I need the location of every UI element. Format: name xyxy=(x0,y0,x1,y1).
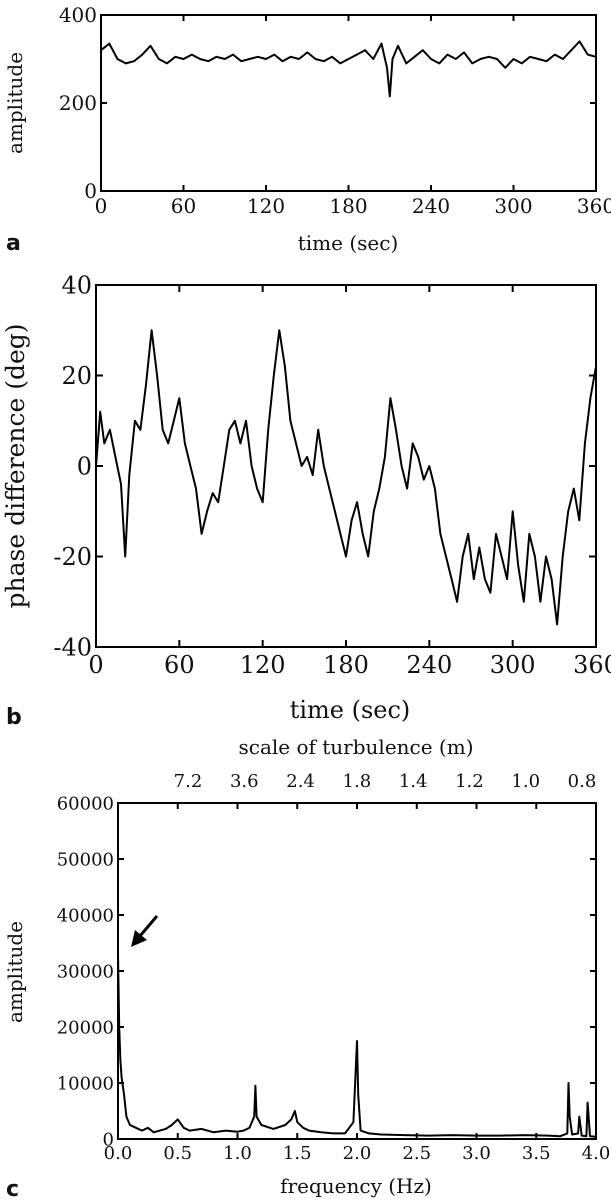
panel-b-x-tick-label: 120 xyxy=(240,651,286,679)
panel-c-arrow-head xyxy=(131,930,147,947)
panel-b-y-tick-label: 20 xyxy=(61,362,92,390)
panel-c-letter: c xyxy=(6,1177,19,1201)
panel-c-y-tick-label: 10000 xyxy=(57,1073,114,1094)
panel-b-x-tick-label: 360 xyxy=(573,651,611,679)
panel-c-arrow-shaft xyxy=(138,915,159,937)
panel-a-plot-frame xyxy=(100,14,597,192)
panel-c-marks: 0.0 0.5 1.0 1.5 2.0 2.5 3.0 3.5 4.0 0 10000 20000 30… xyxy=(57,771,611,1164)
panel-c-top-tick-label: 7.2 xyxy=(174,771,203,792)
panel-b-x-tick-label: 60 xyxy=(164,651,195,679)
panel-c-x-tick-label: 0.0 xyxy=(104,1143,133,1164)
panel-c-top-tick-label: 1.2 xyxy=(455,771,484,792)
panel-c-top-tick-label: 1.4 xyxy=(399,771,428,792)
panel-b-xlabel: time (sec) xyxy=(290,696,411,724)
panel-c-y-tick-label: 30000 xyxy=(57,961,114,982)
panel-a-x-tick-label: 180 xyxy=(329,194,367,218)
panel-a-x-tick-label: 360 xyxy=(577,194,611,218)
panel-c-y-tick-label: 50000 xyxy=(57,849,114,870)
panel-c-series-line xyxy=(117,954,597,1138)
panel-c-xlabel: frequency (Hz) xyxy=(280,1174,432,1198)
panel-b-y-tick-label: 0 xyxy=(77,452,92,480)
panel-c-x-tick-label: 1.0 xyxy=(223,1143,252,1164)
panel-a-y-tick-label: 0 xyxy=(84,179,97,203)
panel-c-y-tick-label: 40000 xyxy=(57,905,114,926)
panel-c-top-tick-label: 2.4 xyxy=(286,771,315,792)
panel-c-x-tick-label: 3.5 xyxy=(522,1143,551,1164)
panel-a-x-tick-label: 240 xyxy=(412,194,450,218)
panel-c-x-tick-label: 1.5 xyxy=(283,1143,312,1164)
panel-a-letter: a xyxy=(6,231,21,256)
panel-b-x-tick-label: 240 xyxy=(406,651,452,679)
panel-c-y-tick-label: 0 xyxy=(103,1129,114,1150)
panel-a-x-tick-label: 0 xyxy=(95,194,108,218)
panel-a-x-tick-label: 60 xyxy=(171,194,196,218)
panel-a-y-tick-label: 200 xyxy=(59,91,97,115)
panel-b-x-tick-label: 180 xyxy=(323,651,369,679)
panel-a-marks: 0 60 120 180 240 300 360 0 200 400 xyxy=(59,3,611,218)
panel-b-x-tick-label: 300 xyxy=(490,651,536,679)
panel-c-x-tick-label: 0.5 xyxy=(163,1143,192,1164)
panel-c-x-tick-label: 2.5 xyxy=(402,1143,431,1164)
panel-c-x-tick-label: 2.0 xyxy=(343,1143,372,1164)
panel-b: phase difference (deg) time (sec) b 0 60 1… xyxy=(1,271,611,730)
panel-c: scale of turbulence (m) amplitude freque… xyxy=(3,735,610,1201)
panel-c-plot-frame xyxy=(117,802,597,1140)
panel-b-y-tick-label: 40 xyxy=(61,271,92,299)
panel-b-letter: b xyxy=(6,705,22,730)
panel-c-top-tick-label: 1.0 xyxy=(511,771,540,792)
panel-c-top-tick-label: 0.8 xyxy=(568,771,597,792)
panel-a-xlabel: time (sec) xyxy=(298,231,399,255)
panel-a-x-tick-label: 120 xyxy=(247,194,285,218)
panel-c-y-tick-label: 20000 xyxy=(57,1017,114,1038)
panel-c-y-tick-label: 60000 xyxy=(57,793,114,814)
panel-a-series-line xyxy=(100,40,597,98)
panel-b-y-tick-label: -40 xyxy=(53,633,92,661)
panel-c-arrow xyxy=(131,915,159,947)
panel-a-y-tick-label: 400 xyxy=(59,3,97,27)
panel-b-ylabel: phase difference (deg) xyxy=(1,323,30,608)
panel-b-x-tick-label: 0 xyxy=(88,651,103,679)
panel-b-plot-frame xyxy=(95,284,597,648)
panel-c-x-tick-label: 3.0 xyxy=(462,1143,491,1164)
panel-a-ylabel: amplitude xyxy=(3,52,27,154)
panel-a-x-tick-label: 300 xyxy=(494,194,532,218)
panel-b-series-line xyxy=(95,329,597,626)
panel-b-marks: 0 60 120 180 240 300 360 -40 -20 0 20 40 xyxy=(53,271,611,679)
panel-c-ylabel: amplitude xyxy=(3,921,27,1023)
panel-c-x-tick-label: 4.0 xyxy=(582,1143,611,1164)
panel-a: amplitude time (sec) a 0 60 120 180 240 300 36… xyxy=(3,3,611,256)
panel-c-top-axis-label: scale of turbulence (m) xyxy=(238,735,473,759)
panel-c-top-tick-label: 1.8 xyxy=(343,771,372,792)
panel-b-y-tick-label: -20 xyxy=(53,543,92,571)
panel-c-top-tick-label: 3.6 xyxy=(230,771,259,792)
